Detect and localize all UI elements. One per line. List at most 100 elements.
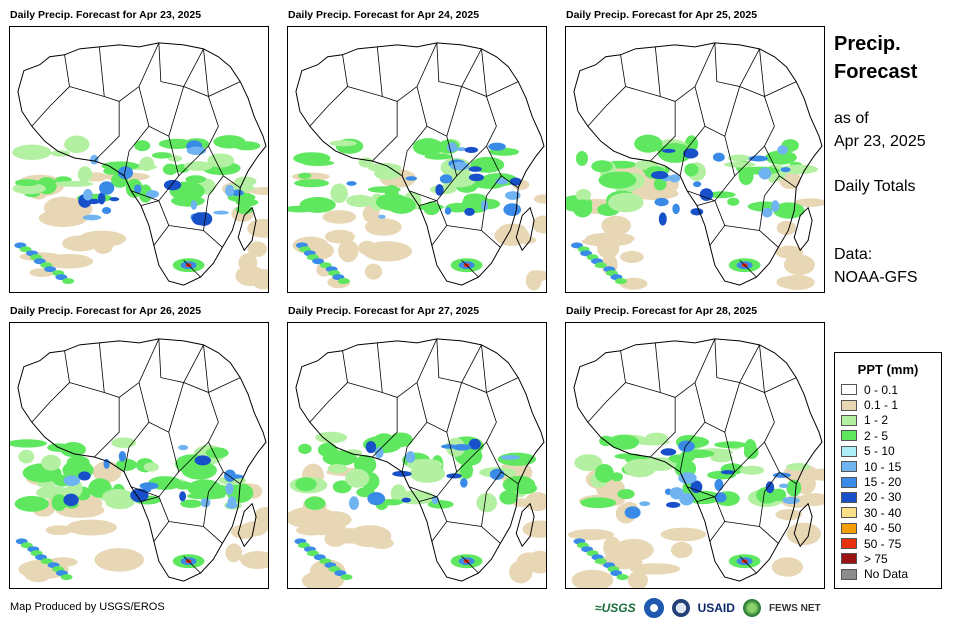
precip-area bbox=[247, 241, 268, 257]
country-border bbox=[446, 521, 501, 544]
precip-area bbox=[51, 494, 67, 512]
country-border bbox=[309, 350, 348, 423]
precip-area bbox=[690, 208, 704, 216]
precip-area bbox=[322, 210, 357, 224]
precip-area bbox=[306, 550, 319, 557]
country-border bbox=[138, 382, 185, 433]
precip-area bbox=[20, 542, 33, 549]
country-border bbox=[168, 225, 223, 248]
precip-area bbox=[758, 167, 772, 180]
precip-area bbox=[499, 223, 526, 234]
side-title: Precip. Forecast bbox=[834, 30, 917, 86]
country-border bbox=[724, 521, 779, 544]
legend-item: 10 - 15 bbox=[835, 459, 941, 474]
country-border bbox=[739, 382, 775, 443]
precip-area bbox=[179, 491, 187, 502]
legend-title: PPT (mm) bbox=[857, 362, 919, 377]
side-title-line1: Precip. bbox=[834, 33, 901, 55]
precip-area bbox=[788, 260, 812, 273]
precip-area bbox=[580, 497, 617, 509]
precip-area bbox=[93, 237, 114, 254]
country-border bbox=[347, 86, 383, 97]
country-border bbox=[759, 175, 780, 231]
precip-area bbox=[405, 451, 416, 463]
side-title-line2: Forecast bbox=[834, 61, 918, 83]
precip-layer bbox=[567, 432, 824, 588]
precip-area bbox=[66, 519, 117, 536]
legend-item: 1 - 2 bbox=[835, 413, 941, 428]
legend-swatch bbox=[841, 430, 857, 442]
precip-area bbox=[50, 150, 70, 157]
precip-area bbox=[512, 482, 538, 495]
precip-area bbox=[315, 431, 348, 444]
precip-area bbox=[460, 478, 468, 488]
precip-area bbox=[33, 258, 46, 265]
precip-area bbox=[771, 488, 787, 502]
precip-area bbox=[446, 473, 462, 479]
precip-area bbox=[250, 186, 268, 195]
as-of-date: Apr 23, 2025 bbox=[834, 133, 926, 150]
legend-swatch bbox=[841, 491, 857, 503]
precip-area bbox=[178, 444, 189, 451]
country-border bbox=[183, 86, 219, 147]
legend-label: 1 - 2 bbox=[864, 413, 889, 428]
precip-area bbox=[213, 210, 229, 215]
country-border bbox=[347, 382, 383, 393]
precip-area bbox=[782, 496, 800, 505]
precip-area bbox=[15, 179, 40, 186]
precip-area bbox=[533, 194, 546, 204]
precip-area bbox=[194, 455, 211, 466]
legend-label: > 75 bbox=[864, 551, 888, 566]
precip-area bbox=[575, 150, 589, 166]
precip-area bbox=[423, 201, 440, 216]
legend-item: 5 - 10 bbox=[835, 444, 941, 459]
precip-layer bbox=[10, 437, 268, 583]
precip-area bbox=[294, 179, 330, 188]
precip-area bbox=[60, 574, 73, 581]
precip-area bbox=[367, 162, 402, 173]
legend-swatch bbox=[841, 476, 857, 488]
country-border bbox=[679, 126, 706, 176]
country-border bbox=[376, 42, 438, 102]
continent-outline bbox=[573, 338, 823, 582]
country-border bbox=[69, 86, 105, 97]
precip-area bbox=[669, 487, 684, 500]
data-source: NOAA-GFS bbox=[834, 269, 918, 286]
legend-item: 2 - 5 bbox=[835, 428, 941, 443]
precip-area bbox=[776, 220, 797, 235]
precip-area bbox=[662, 148, 676, 153]
precip-area bbox=[468, 438, 481, 450]
precip-area bbox=[574, 454, 603, 472]
precip-area bbox=[151, 152, 173, 159]
legend-swatch bbox=[841, 538, 857, 550]
precip-area bbox=[367, 492, 386, 506]
continent-outline bbox=[573, 42, 823, 286]
precip-area bbox=[775, 509, 802, 521]
precip-area bbox=[464, 146, 479, 153]
forecast-map-5 bbox=[287, 322, 547, 589]
precip-area bbox=[40, 558, 53, 565]
precip-area bbox=[616, 574, 629, 581]
precip-area bbox=[660, 527, 707, 542]
precip-area bbox=[712, 152, 725, 162]
precip-area bbox=[190, 200, 198, 210]
precip-area bbox=[707, 191, 736, 199]
precip-area bbox=[224, 184, 235, 197]
precip-area bbox=[187, 479, 222, 498]
precip-area bbox=[195, 212, 213, 226]
precip-area bbox=[44, 253, 94, 269]
precip-area bbox=[340, 574, 353, 581]
precip-area bbox=[720, 470, 735, 475]
precip-area bbox=[464, 207, 475, 216]
precip-area bbox=[412, 138, 444, 156]
country-border bbox=[461, 86, 497, 147]
country-border bbox=[709, 200, 726, 246]
legend-swatch bbox=[841, 507, 857, 519]
precip-area bbox=[699, 188, 714, 201]
country-border bbox=[724, 432, 765, 473]
precip-area bbox=[101, 206, 112, 215]
precip-area bbox=[63, 493, 79, 507]
legend-label: 2 - 5 bbox=[864, 428, 889, 443]
country-border bbox=[130, 190, 159, 202]
precip-area bbox=[571, 242, 583, 249]
